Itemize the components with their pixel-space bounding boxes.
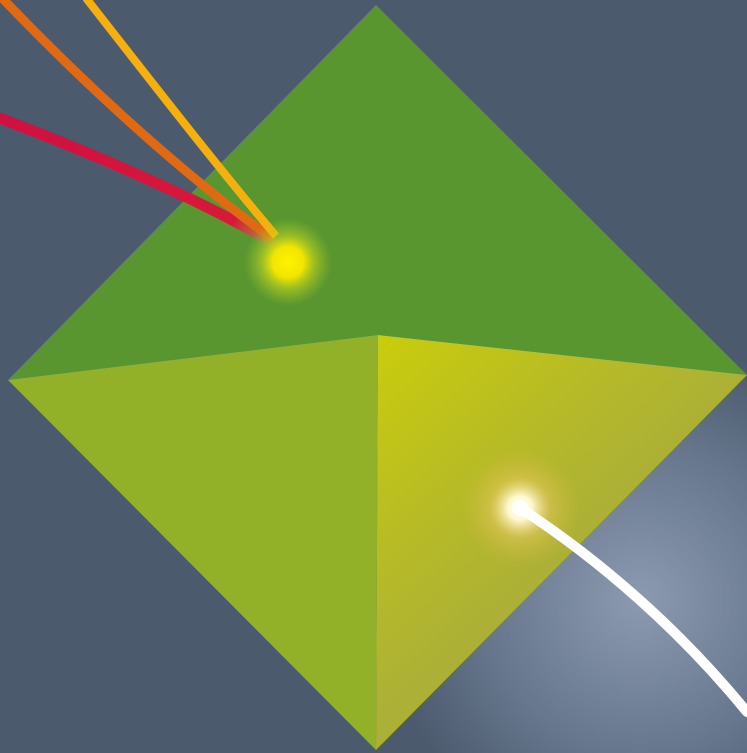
white-light-spot <box>512 500 528 516</box>
lower-left-face <box>8 335 378 750</box>
upper-face <box>8 5 747 380</box>
yellow-beam <box>82 0 280 239</box>
orange-beam <box>0 0 275 242</box>
white-beam <box>515 503 747 717</box>
red-beam <box>0 112 278 248</box>
yellow-light-spot <box>244 218 332 306</box>
